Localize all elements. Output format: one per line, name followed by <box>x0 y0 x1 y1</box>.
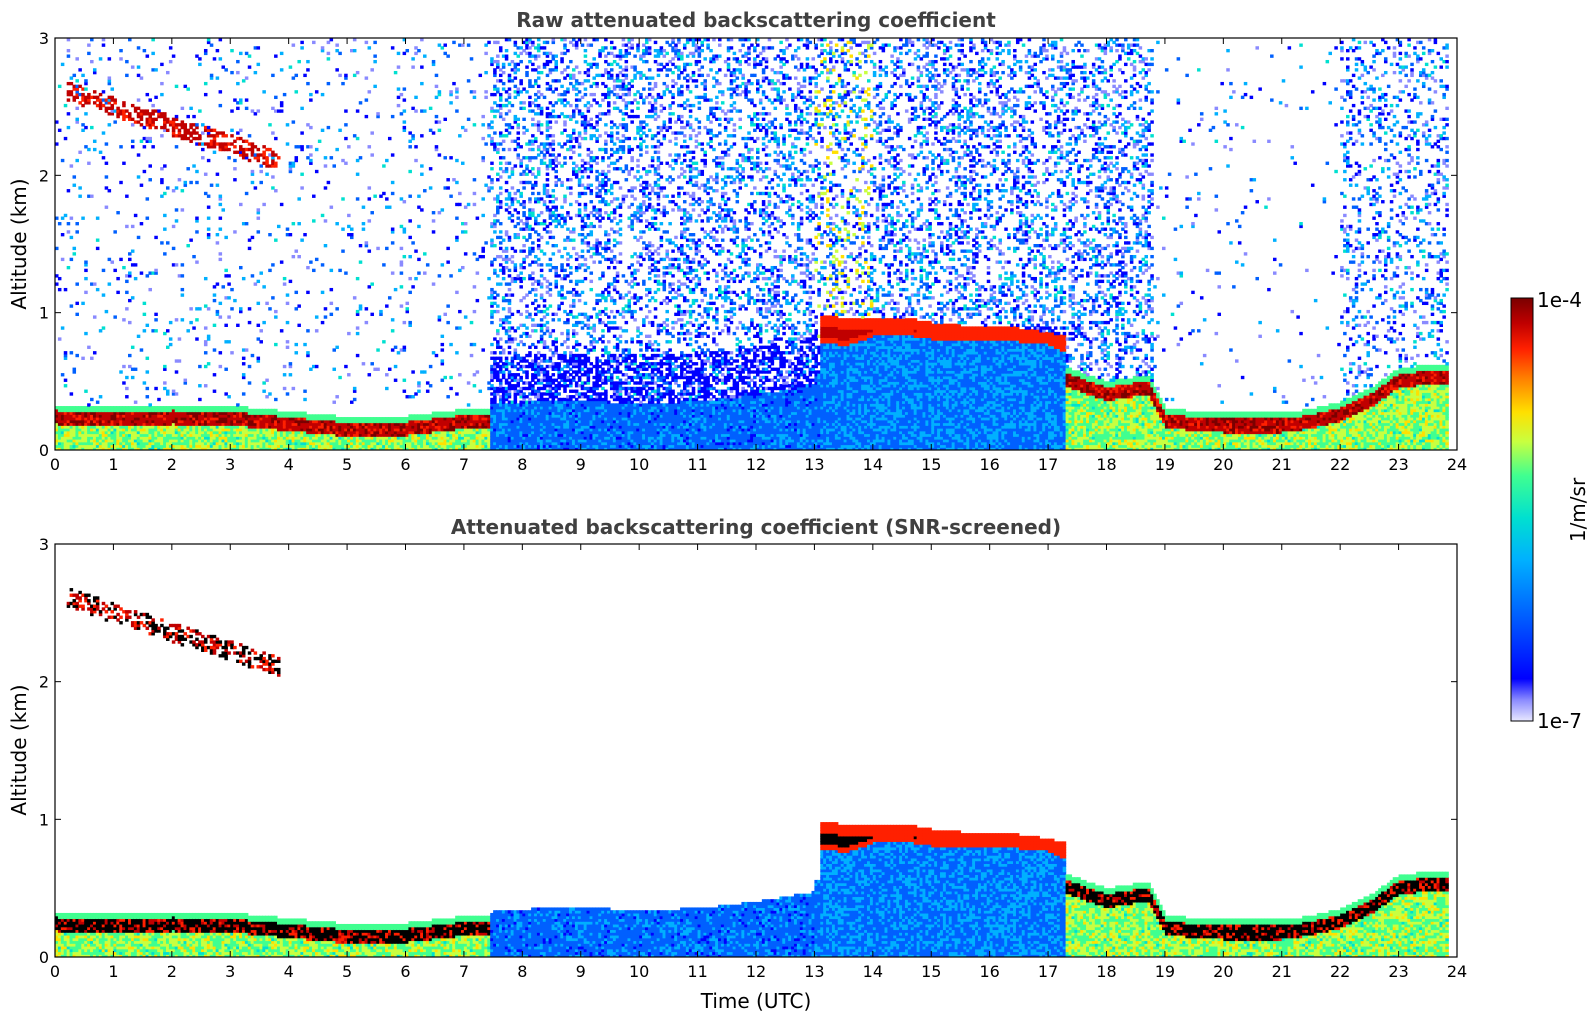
panel-raw-title: Raw attenuated backscattering coefficien… <box>516 8 996 32</box>
x-tick-label: 2 <box>167 962 177 981</box>
x-tick-label: 4 <box>284 455 294 474</box>
plot-frame-screened <box>55 544 1457 957</box>
x-tick-label: 4 <box>284 962 294 981</box>
x-tick-label: 0 <box>50 962 60 981</box>
x-tick-label: 20 <box>1213 455 1233 474</box>
colorbar: 1e-4 1e-7 1/m/sr <box>1511 288 1590 733</box>
x-tick-label: 24 <box>1447 455 1467 474</box>
x-tick-label: 18 <box>1096 455 1116 474</box>
y-axis-label-screened: Altitude (km) <box>7 684 31 815</box>
colorbar-min-label: 1e-7 <box>1537 709 1582 733</box>
x-tick-label: 17 <box>1038 455 1058 474</box>
x-tick-label: 2 <box>167 455 177 474</box>
colorbar-gradient <box>1511 298 1533 721</box>
x-tick-label: 10 <box>629 962 649 981</box>
x-tick-label: 9 <box>576 962 586 981</box>
x-tick-label: 21 <box>1272 962 1292 981</box>
x-tick-label: 14 <box>863 962 883 981</box>
heatmap-screened <box>55 588 1449 958</box>
x-tick-label: 12 <box>746 455 766 474</box>
y-tick-label: 2 <box>39 673 49 692</box>
x-tick-label: 1 <box>108 962 118 981</box>
colorbar-unit-label: 1/m/sr <box>1566 477 1590 542</box>
x-tick-label: 20 <box>1213 962 1233 981</box>
colorbar-max-label: 1e-4 <box>1537 288 1582 312</box>
y-tick-label: 2 <box>39 166 49 185</box>
x-tick-label: 9 <box>576 455 586 474</box>
x-tick-label: 13 <box>804 455 824 474</box>
y-tick-label: 1 <box>39 810 49 829</box>
x-tick-label: 6 <box>400 455 410 474</box>
y-tick-label: 3 <box>39 29 49 48</box>
x-tick-label: 16 <box>979 962 999 981</box>
x-axis-label: Time (UTC) <box>700 989 812 1013</box>
x-tick-label: 19 <box>1155 962 1175 981</box>
x-tick-label: 15 <box>921 455 941 474</box>
y-tick-label: 1 <box>39 304 49 323</box>
x-tick-label: 22 <box>1330 455 1350 474</box>
y-tick-label: 3 <box>39 535 49 554</box>
x-tick-label: 10 <box>629 455 649 474</box>
x-tick-label: 19 <box>1155 455 1175 474</box>
x-tick-label: 18 <box>1096 962 1116 981</box>
x-tick-label: 8 <box>517 455 527 474</box>
y-axis-label-raw: Altitude (km) <box>7 178 31 309</box>
x-tick-label: 3 <box>225 455 235 474</box>
x-tick-label: 11 <box>687 962 707 981</box>
x-tick-label: 17 <box>1038 962 1058 981</box>
x-tick-label: 5 <box>342 455 352 474</box>
heatmap-raw <box>55 38 1449 451</box>
x-tick-label: 1 <box>108 455 118 474</box>
x-tick-label: 24 <box>1447 962 1467 981</box>
x-tick-label: 0 <box>50 455 60 474</box>
x-tick-label: 7 <box>459 455 469 474</box>
x-tick-label: 14 <box>863 455 883 474</box>
x-tick-label: 22 <box>1330 962 1350 981</box>
panel-screened-title: Attenuated backscattering coefficient (S… <box>451 515 1061 539</box>
y-tick-label: 0 <box>39 441 49 460</box>
figure: Raw attenuated backscattering coefficien… <box>0 0 1595 1020</box>
x-tick-label: 7 <box>459 962 469 981</box>
x-tick-label: 11 <box>687 455 707 474</box>
x-tick-label: 23 <box>1388 962 1408 981</box>
x-tick-label: 21 <box>1272 455 1292 474</box>
x-tick-label: 6 <box>400 962 410 981</box>
x-tick-label: 23 <box>1388 455 1408 474</box>
y-tick-label: 0 <box>39 948 49 967</box>
panel-raw: Raw attenuated backscattering coefficien… <box>7 8 1467 474</box>
x-tick-label: 3 <box>225 962 235 981</box>
x-tick-label: 16 <box>979 455 999 474</box>
panel-screened: Attenuated backscattering coefficient (S… <box>7 515 1467 1013</box>
x-tick-label: 12 <box>746 962 766 981</box>
x-tick-label: 5 <box>342 962 352 981</box>
x-tick-label: 8 <box>517 962 527 981</box>
x-tick-label: 13 <box>804 962 824 981</box>
x-tick-label: 15 <box>921 962 941 981</box>
